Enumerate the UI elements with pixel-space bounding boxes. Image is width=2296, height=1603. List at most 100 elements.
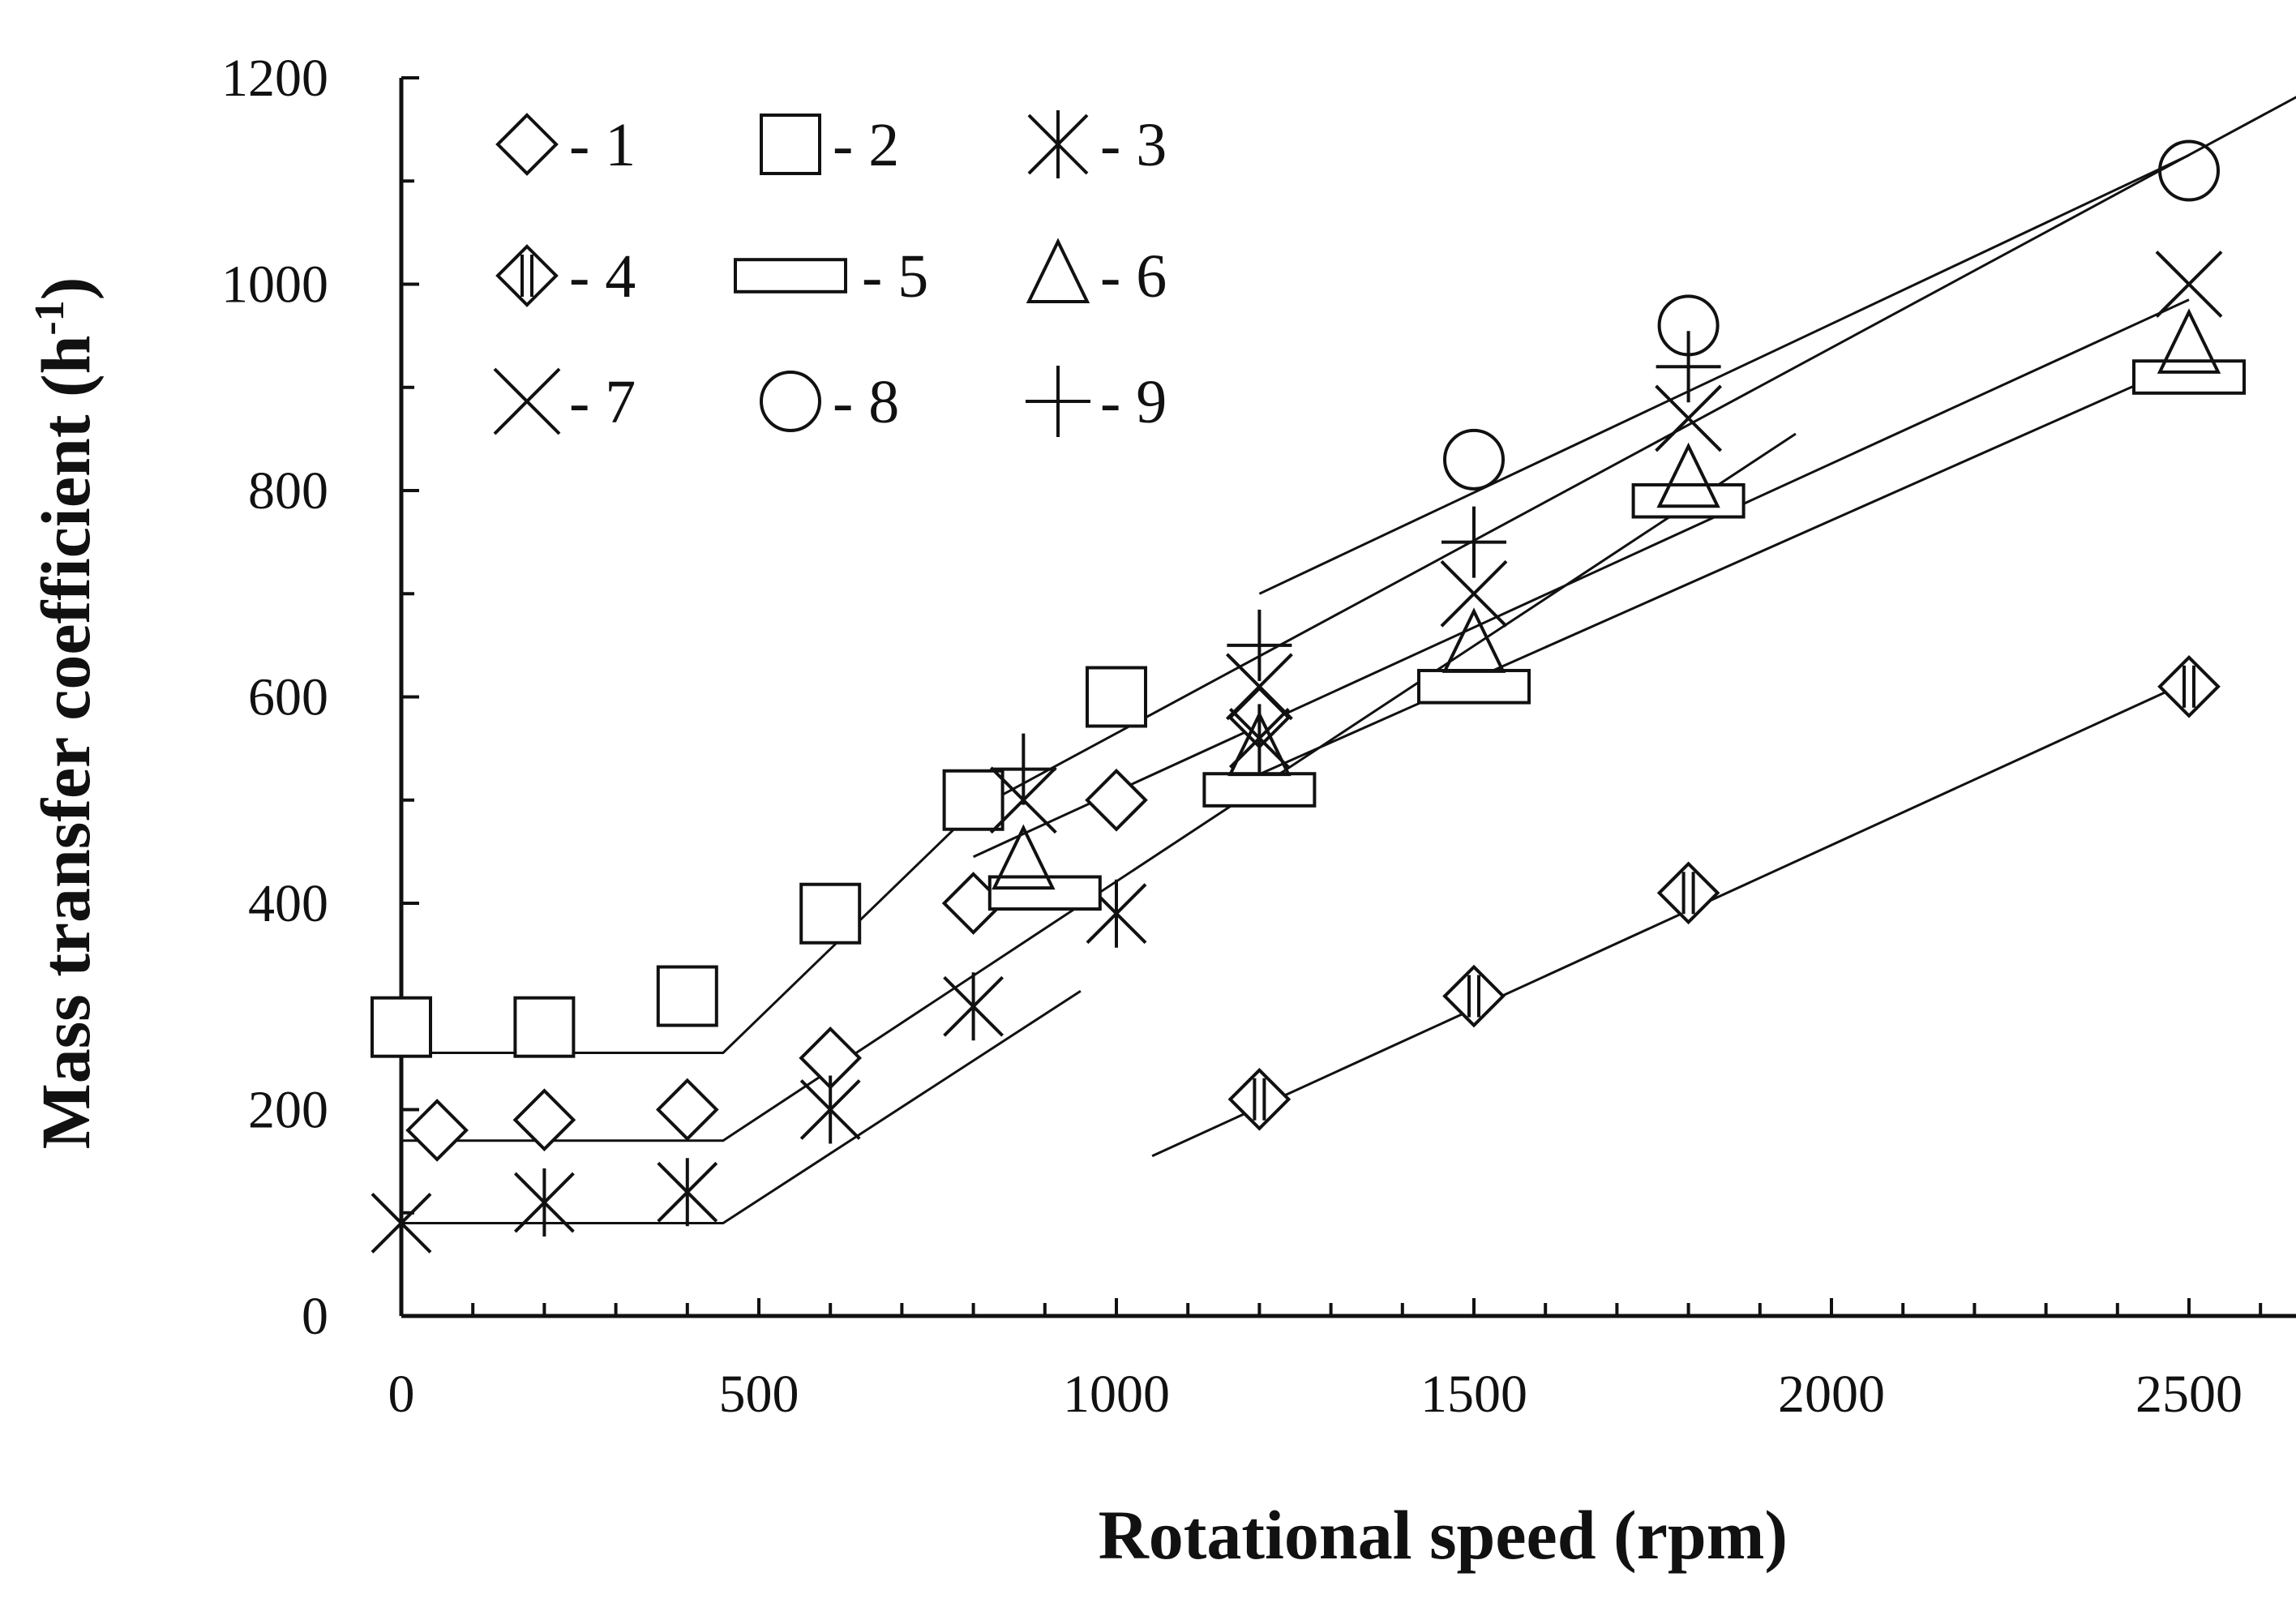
fit-line	[1151, 680, 2190, 1158]
series-9	[991, 331, 1721, 805]
series-4	[1227, 654, 2221, 1131]
series-5	[987, 359, 2246, 911]
data-point-series-6	[1441, 607, 1506, 673]
data-point-series-6	[2157, 308, 2221, 374]
legend-item-7: - 7	[493, 367, 636, 436]
fit-line	[972, 298, 2190, 859]
x-tick-label: 2000	[1778, 1365, 1885, 1424]
data-point-series-2	[371, 996, 432, 1058]
legend-item-5: - 5	[734, 242, 928, 311]
data-point-series-5	[1202, 772, 1317, 808]
legend-marker-6	[1026, 238, 1090, 303]
x-tick-label: 1500	[1420, 1365, 1527, 1424]
legend-label-8: - 8	[833, 368, 899, 436]
series-8	[1443, 139, 2220, 491]
y-tick-label: 1000	[221, 255, 328, 315]
legend-marker-9	[1026, 366, 1090, 437]
y-ticks: 0 200 400 600 800 1000 1200	[221, 49, 419, 1346]
data-point-series-5	[987, 875, 1102, 911]
data-point-series-1	[655, 1078, 719, 1142]
legend-marker-7	[493, 367, 561, 435]
data-point-series-6	[1656, 442, 1720, 508]
x-axis-title: Rotational speed (rpm)	[1099, 1496, 1788, 1574]
fit-lines	[401, 96, 2296, 1224]
legend-marker-8	[760, 371, 821, 432]
data-point-series-2	[1086, 666, 1147, 728]
series-3	[371, 704, 1290, 1258]
y-axis-title: Mass transfer coefficient (h-1)	[27, 277, 105, 1150]
data-point-series-9	[1227, 609, 1292, 681]
axes: 0 500 1000 1500 2000 2500 0 200 400 600 800 1000 12…	[221, 49, 2296, 1424]
legend-label-2: - 2	[833, 111, 899, 179]
legend-label-9: - 9	[1100, 368, 1167, 436]
legend-item-6: - 6	[1026, 238, 1167, 311]
fit-line	[401, 96, 2296, 1054]
data-point-series-7	[1225, 653, 1293, 721]
legend-item-8: - 8	[760, 368, 899, 436]
legend-label-1: - 1	[569, 111, 636, 179]
y-axis-title-superscript: -1	[27, 300, 73, 335]
series-2	[371, 666, 1147, 1058]
legend-marker-5	[734, 258, 847, 294]
y-axis-title-main: Mass transfer coefficient (h	[27, 336, 105, 1150]
data-point-series-5	[1417, 668, 1531, 705]
data-point-series-4	[2157, 654, 2221, 718]
data-point-series-4	[1442, 964, 1506, 1028]
x-tick-label: 1000	[1063, 1365, 1170, 1424]
series-6	[992, 308, 2221, 890]
data-point-series-2	[513, 996, 576, 1058]
legend-label-3: - 3	[1100, 111, 1167, 179]
legend-marker-3	[1027, 110, 1089, 178]
data-point-series-6	[1227, 710, 1292, 777]
data-point-series-3	[943, 972, 1004, 1041]
legend-label-4: - 4	[569, 242, 636, 311]
y-tick-label: 0	[302, 1287, 328, 1346]
legend: - 1 - 2 - 3 - 4 - 5 - 6 - 7 - 8 - 9	[493, 110, 1167, 437]
legend-label-7: - 7	[569, 368, 636, 436]
legend-label-5: - 5	[862, 242, 928, 311]
x-ticks: 0 500 1000 1500 2000 2500	[388, 1298, 2263, 1424]
x-tick-label: 500	[719, 1365, 799, 1424]
data-point-series-3	[657, 1158, 718, 1227]
x-tick-label: 0	[388, 1365, 415, 1424]
legend-label-6: - 6	[1100, 242, 1167, 311]
legend-marker-2	[760, 114, 821, 175]
data-markers	[371, 139, 2246, 1258]
y-axis-title-close: )	[27, 277, 105, 301]
data-point-series-2	[799, 882, 862, 945]
data-point-series-3	[513, 1168, 575, 1237]
data-point-series-4	[1227, 1067, 1292, 1131]
y-tick-label: 1200	[221, 49, 328, 108]
data-point-series-1	[1085, 768, 1148, 832]
data-point-series-2	[942, 769, 1004, 831]
data-point-series-8	[2158, 139, 2220, 202]
data-point-series-7	[1655, 384, 1723, 452]
data-point-series-3	[371, 1189, 432, 1258]
legend-item-1: - 1	[495, 111, 636, 179]
data-point-series-3	[799, 1075, 861, 1144]
y-tick-label: 800	[248, 461, 328, 521]
x-tick-label: 2500	[2135, 1365, 2242, 1424]
data-point-series-9	[991, 733, 1056, 805]
series-7	[989, 251, 2223, 834]
legend-item-3: - 3	[1027, 110, 1167, 179]
data-point-series-9	[1441, 506, 1506, 578]
legend-marker-4	[495, 244, 559, 307]
legend-marker-1	[495, 113, 559, 176]
data-point-series-7	[1440, 559, 1508, 628]
legend-item-4: - 4	[495, 242, 636, 311]
series-1	[405, 686, 1292, 1162]
legend-item-9: - 9	[1026, 366, 1167, 437]
data-point-series-1	[512, 1088, 576, 1152]
data-point-series-1	[405, 1099, 469, 1162]
y-tick-label: 200	[248, 1081, 328, 1140]
fit-line	[401, 989, 1082, 1224]
data-point-series-4	[1656, 861, 1720, 925]
legend-item-2: - 2	[760, 111, 899, 179]
data-point-series-5	[2132, 359, 2246, 395]
data-point-series-5	[1631, 482, 1746, 519]
y-tick-label: 600	[248, 668, 328, 727]
data-point-series-6	[992, 824, 1056, 890]
data-point-series-2	[656, 965, 718, 1027]
